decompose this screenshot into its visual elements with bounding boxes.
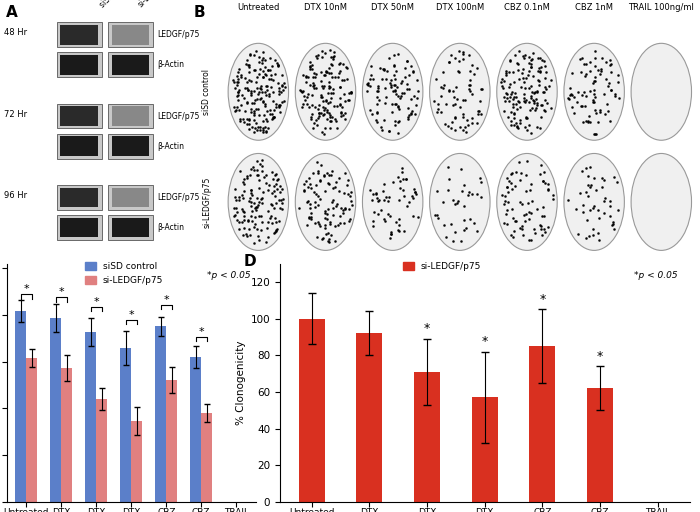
FancyBboxPatch shape — [108, 215, 153, 240]
Bar — [529, 346, 555, 502]
Ellipse shape — [564, 44, 624, 140]
Bar — [62, 368, 72, 502]
Text: siSD control: siSD control — [98, 0, 137, 9]
Text: β-Actin: β-Actin — [157, 223, 184, 232]
Text: *: * — [539, 293, 545, 306]
Legend: siSD control, si-LEDGF/p75: siSD control, si-LEDGF/p75 — [81, 259, 167, 289]
Bar — [50, 318, 62, 502]
Text: *: * — [128, 310, 134, 319]
Ellipse shape — [228, 154, 288, 250]
Text: *: * — [198, 327, 204, 336]
FancyBboxPatch shape — [57, 215, 102, 240]
Text: LEDGF/p75: LEDGF/p75 — [157, 112, 200, 120]
Text: DTX 10nM: DTX 10nM — [304, 3, 347, 12]
Text: 72 Hr: 72 Hr — [4, 110, 27, 119]
Text: CBZ 0.1nM: CBZ 0.1nM — [504, 3, 550, 12]
Bar — [356, 333, 382, 502]
Text: *p < 0.05: *p < 0.05 — [207, 271, 251, 280]
Text: DTX 50nM: DTX 50nM — [371, 3, 414, 12]
Text: B: B — [194, 5, 206, 20]
Ellipse shape — [363, 44, 423, 140]
Bar — [472, 397, 498, 502]
Text: A: A — [6, 5, 18, 20]
Text: LEDGF/p75: LEDGF/p75 — [157, 193, 200, 202]
Ellipse shape — [363, 154, 423, 250]
FancyBboxPatch shape — [57, 134, 102, 159]
Bar — [132, 421, 143, 502]
Text: D: D — [243, 254, 256, 269]
Bar — [299, 318, 325, 502]
FancyBboxPatch shape — [60, 55, 98, 75]
Y-axis label: % Clonogenicity: % Clonogenicity — [237, 340, 246, 425]
Bar — [202, 413, 213, 502]
Ellipse shape — [228, 44, 288, 140]
Bar — [587, 388, 613, 502]
Text: *: * — [58, 287, 64, 297]
FancyBboxPatch shape — [111, 106, 149, 126]
FancyBboxPatch shape — [60, 106, 98, 126]
Bar — [15, 311, 27, 502]
FancyBboxPatch shape — [108, 23, 153, 47]
Bar — [190, 357, 202, 502]
FancyBboxPatch shape — [57, 23, 102, 47]
Ellipse shape — [631, 154, 692, 250]
Text: *: * — [482, 335, 488, 348]
FancyBboxPatch shape — [108, 52, 153, 77]
Text: *: * — [597, 350, 603, 362]
Text: *: * — [93, 296, 99, 307]
FancyBboxPatch shape — [111, 136, 149, 156]
Text: si-LEDGF/p75: si-LEDGF/p75 — [136, 0, 178, 9]
FancyBboxPatch shape — [60, 25, 98, 45]
Bar — [414, 372, 440, 502]
Text: *: * — [23, 285, 29, 294]
Text: Untreated: Untreated — [237, 3, 279, 12]
FancyBboxPatch shape — [57, 185, 102, 210]
Bar — [167, 380, 178, 502]
Bar — [155, 326, 166, 502]
Text: DTX 100nM: DTX 100nM — [435, 3, 484, 12]
Text: LEDGF/p75: LEDGF/p75 — [157, 30, 200, 39]
Text: siSD control: siSD control — [202, 69, 211, 115]
FancyBboxPatch shape — [111, 218, 149, 238]
Ellipse shape — [295, 154, 356, 250]
Text: 96 Hr: 96 Hr — [4, 191, 27, 200]
FancyBboxPatch shape — [111, 187, 149, 207]
Ellipse shape — [430, 44, 490, 140]
Ellipse shape — [631, 44, 692, 140]
Legend: si-LEDGF/p75: si-LEDGF/p75 — [399, 259, 485, 275]
Text: TRAIL 100ng/ml: TRAIL 100ng/ml — [629, 3, 694, 12]
Ellipse shape — [295, 44, 356, 140]
Bar — [85, 332, 97, 502]
FancyBboxPatch shape — [57, 103, 102, 129]
FancyBboxPatch shape — [111, 55, 149, 75]
Ellipse shape — [497, 44, 557, 140]
FancyBboxPatch shape — [60, 136, 98, 156]
Ellipse shape — [430, 154, 490, 250]
Bar — [97, 399, 107, 502]
Text: β-Actin: β-Actin — [157, 142, 184, 151]
Text: *: * — [424, 322, 430, 335]
FancyBboxPatch shape — [57, 52, 102, 77]
Text: 48 Hr: 48 Hr — [4, 28, 27, 37]
Text: β-Actin: β-Actin — [157, 60, 184, 70]
Text: *: * — [163, 295, 169, 305]
Text: si-LEDGF/p75: si-LEDGF/p75 — [202, 176, 211, 228]
FancyBboxPatch shape — [111, 25, 149, 45]
FancyBboxPatch shape — [108, 185, 153, 210]
Bar — [27, 358, 38, 502]
FancyBboxPatch shape — [60, 218, 98, 238]
Ellipse shape — [564, 154, 624, 250]
Text: *p < 0.05: *p < 0.05 — [634, 271, 677, 280]
FancyBboxPatch shape — [60, 187, 98, 207]
Text: CBZ 1nM: CBZ 1nM — [575, 3, 613, 12]
Bar — [120, 348, 131, 502]
FancyBboxPatch shape — [108, 103, 153, 129]
Ellipse shape — [497, 154, 557, 250]
FancyBboxPatch shape — [108, 134, 153, 159]
